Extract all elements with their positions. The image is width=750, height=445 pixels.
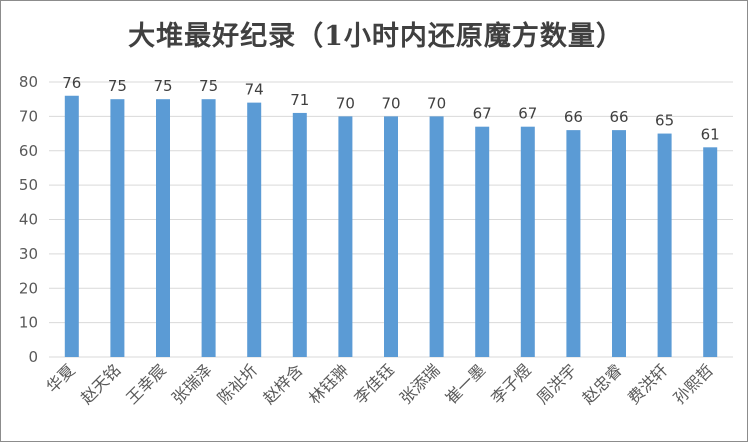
x-tick-label: 赵天铭 (77, 360, 124, 407)
bar (292, 112, 307, 357)
x-tick-label: 费洪轩 (624, 360, 671, 407)
chart-title: 大堆最好纪录（1小时内还原魔方数量） (128, 21, 624, 52)
y-tick-label: 50 (19, 176, 38, 194)
bar (110, 99, 125, 357)
bar (612, 130, 626, 357)
data-label: 75 (199, 77, 218, 95)
x-tick-label: 陈祉圻 (214, 360, 261, 407)
data-label: 76 (62, 74, 81, 92)
bar (64, 95, 79, 357)
data-label: 71 (290, 91, 309, 109)
bar (703, 147, 718, 357)
bar (247, 102, 262, 357)
x-tick-label: 李佳钰 (350, 360, 397, 407)
y-tick-label: 20 (19, 279, 38, 297)
data-label: 67 (473, 105, 492, 123)
bar (520, 126, 535, 357)
x-tick-label: 华夏 (43, 360, 79, 396)
y-tick-label: 40 (19, 211, 38, 229)
y-tick-label: 60 (19, 142, 38, 160)
y-tick-label: 0 (28, 348, 38, 366)
x-tick-label: 李子煜 (487, 360, 534, 407)
bar (429, 116, 444, 357)
x-tick-label: 张添瑞 (396, 360, 443, 407)
data-label: 61 (701, 125, 720, 143)
x-tick-label: 赵忠睿 (578, 360, 625, 407)
bar (384, 116, 398, 357)
bar (338, 116, 353, 357)
y-tick-label: 70 (19, 107, 38, 125)
y-tick-label: 80 (19, 73, 38, 91)
data-label: 65 (655, 112, 674, 130)
y-tick-label: 30 (19, 245, 38, 263)
data-label: 70 (336, 94, 355, 112)
x-tick-label: 林钰翀 (305, 360, 352, 407)
data-label: 67 (518, 105, 537, 123)
data-label: 66 (564, 108, 583, 126)
data-label: 70 (381, 94, 400, 112)
bar (566, 130, 581, 357)
data-label: 74 (245, 81, 264, 99)
x-tick-label: 赵梓含 (259, 360, 306, 407)
y-tick-label: 10 (19, 314, 38, 332)
x-tick-label: 张瑞泽 (168, 360, 215, 407)
data-label: 75 (108, 77, 127, 95)
bar (156, 99, 170, 357)
x-tick-label: 崔一墨 (442, 360, 489, 407)
data-label: 75 (153, 77, 172, 95)
data-label: 66 (609, 108, 628, 126)
x-tick-label: 孙熙哲 (670, 360, 717, 407)
x-tick-label: 王幸宸 (122, 360, 169, 407)
bar (201, 99, 216, 357)
x-tick-label: 周洪宇 (533, 360, 580, 407)
bar (475, 126, 490, 357)
data-label: 70 (427, 94, 446, 112)
bar (657, 133, 672, 357)
